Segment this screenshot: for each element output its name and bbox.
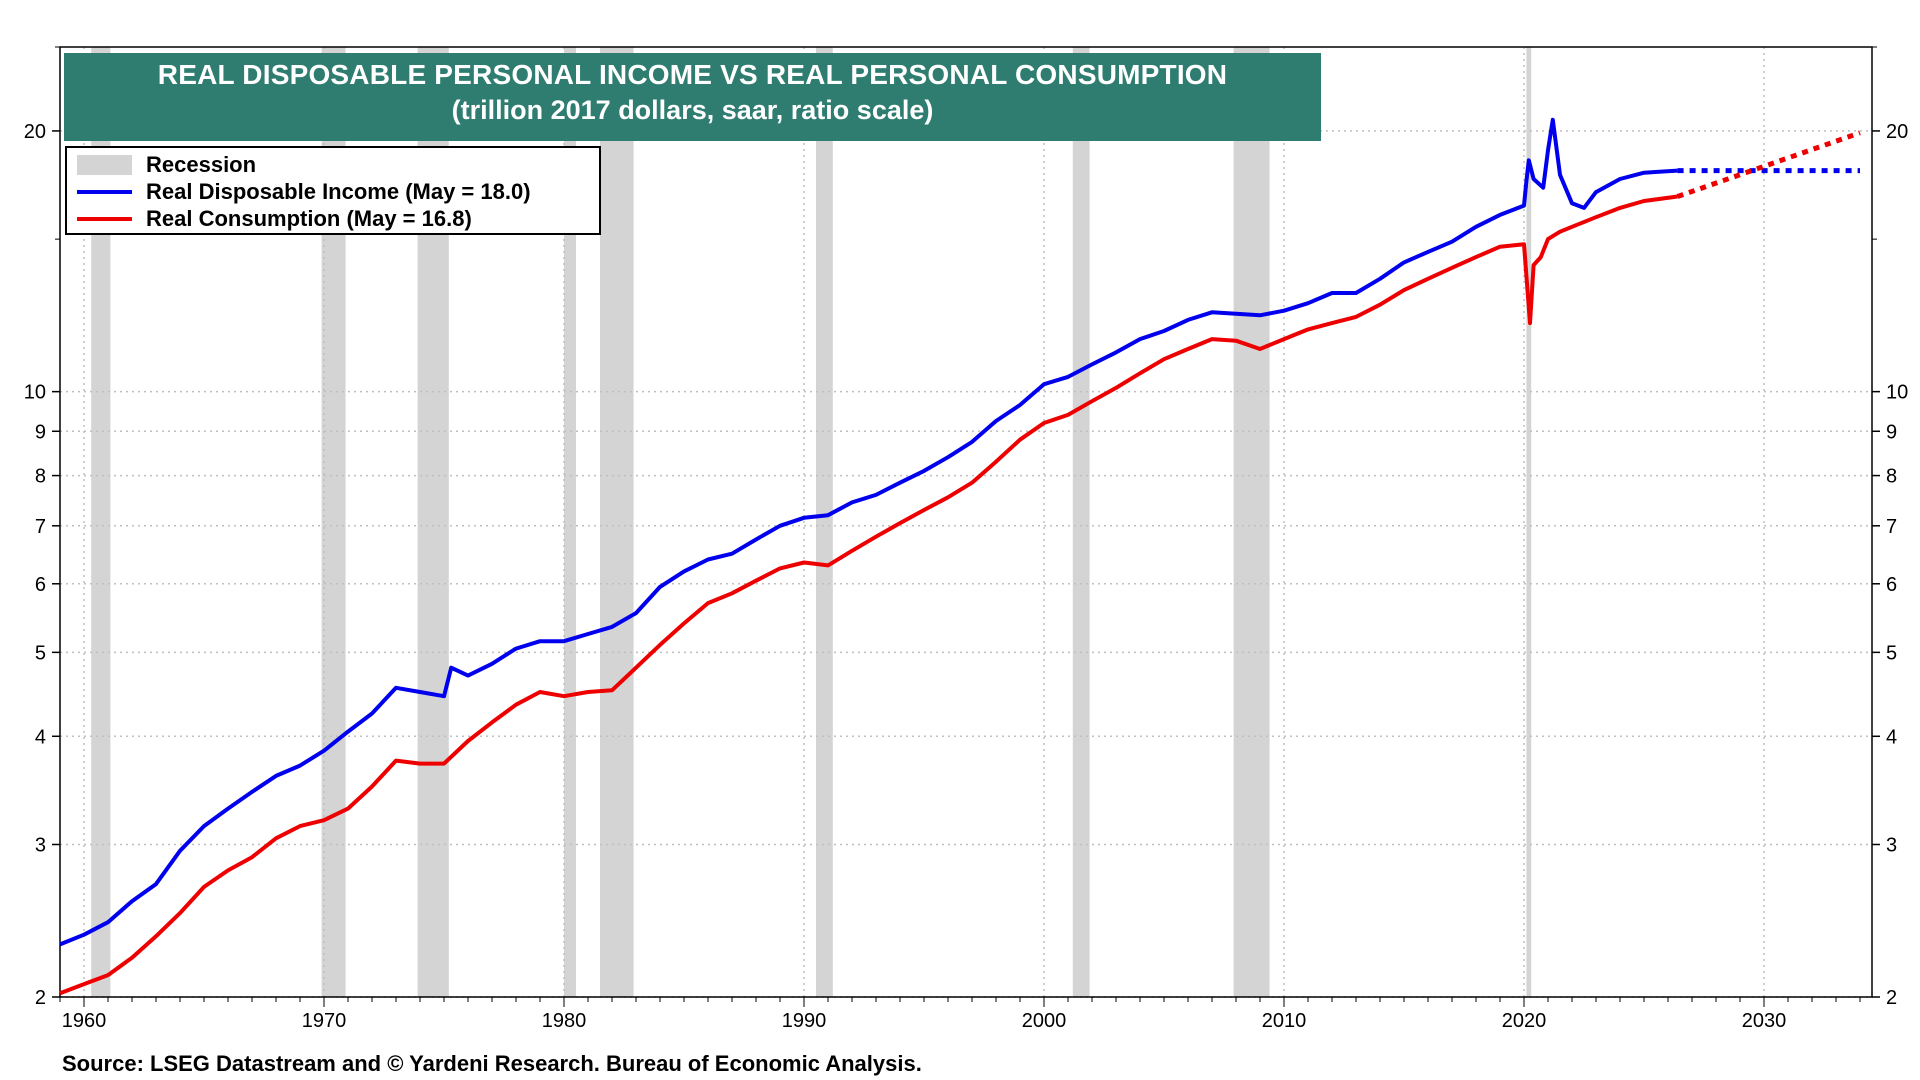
legend-swatch-recession — [77, 155, 132, 175]
y-tick-label-left-7: 7 — [35, 516, 46, 538]
recession-band-6 — [1072, 47, 1090, 997]
legend-item-income: Real Disposable Income (May = 18.0) — [77, 179, 531, 205]
recession-band-4 — [600, 47, 634, 997]
y-tick-label-right-5: 5 — [1886, 642, 1897, 664]
legend-label-recession: Recession — [146, 152, 257, 177]
y-tick-label-right-20: 20 — [1886, 121, 1908, 143]
chart-title: REAL DISPOSABLE PERSONAL INCOME VS REAL … — [157, 59, 1228, 90]
x-tick-label-1960: 1960 — [62, 1010, 107, 1032]
y-tick-label-left-20: 20 — [24, 121, 46, 143]
legend: Recession Real Disposable Income (May = … — [65, 146, 601, 235]
y-tick-label-right-3: 3 — [1886, 834, 1897, 856]
chart-title-box: REAL DISPOSABLE PERSONAL INCOME VS REAL … — [64, 53, 1321, 141]
x-tick-label-1980: 1980 — [542, 1010, 587, 1032]
recession-band-0 — [91, 47, 111, 997]
y-tick-label-left-8: 8 — [35, 466, 46, 488]
x-tick-label-2030: 2030 — [1742, 1010, 1787, 1032]
recession-band-8 — [1526, 47, 1532, 997]
plot-frame — [59, 46, 1873, 998]
y-tick-label-left-2: 2 — [35, 987, 46, 1009]
y-tick-label-right-10: 10 — [1886, 382, 1908, 404]
source-note: Source: LSEG Datastream and © Yardeni Re… — [62, 1051, 922, 1076]
grid-lines — [60, 47, 1872, 998]
y-tick-label-left-5: 5 — [35, 642, 46, 664]
legend-item-consumption: Real Consumption (May = 16.8) — [77, 206, 472, 232]
y-tick-label-left-6: 6 — [35, 574, 46, 596]
y-tick-label-right-6: 6 — [1886, 574, 1897, 596]
y-tick-label-left-9: 9 — [35, 421, 46, 443]
y-tick-label-left-4: 4 — [35, 726, 46, 748]
recession-band-7 — [1233, 47, 1270, 997]
y-tick-label-left-3: 3 — [35, 834, 46, 856]
y-tick-label-right-4: 4 — [1886, 726, 1897, 748]
x-tick-label-2000: 2000 — [1022, 1010, 1067, 1032]
y-tick-label-right-2: 2 — [1886, 987, 1897, 1009]
legend-swatch-income — [77, 190, 132, 194]
x-tick-label-1990: 1990 — [782, 1010, 827, 1032]
series-line-0 — [59, 117, 1678, 947]
legend-swatch-consumption — [77, 217, 132, 221]
legend-item-recession: Recession — [77, 152, 256, 178]
series-line-1 — [59, 194, 1678, 996]
legend-label-income: Real Disposable Income (May = 18.0) — [146, 179, 531, 204]
x-tick-label-2020: 2020 — [1502, 1010, 1547, 1032]
series — [59, 117, 1861, 996]
y-tick-label-right-7: 7 — [1886, 516, 1897, 538]
x-tick-label-1970: 1970 — [302, 1010, 347, 1032]
y-tick-label-left-10: 10 — [24, 382, 46, 404]
x-tick-label-2010: 2010 — [1262, 1010, 1307, 1032]
recession-bands — [91, 47, 1532, 997]
legend-label-consumption: Real Consumption (May = 16.8) — [146, 206, 472, 231]
y-tick-label-right-9: 9 — [1886, 421, 1897, 443]
recession-band-3 — [564, 47, 576, 997]
y-tick-label-right-8: 8 — [1886, 466, 1897, 488]
recession-band-5 — [816, 47, 833, 997]
projection-line-1 — [1676, 130, 1861, 199]
chart-subtitle: (trillion 2017 dollars, saar, ratio scal… — [451, 95, 934, 125]
